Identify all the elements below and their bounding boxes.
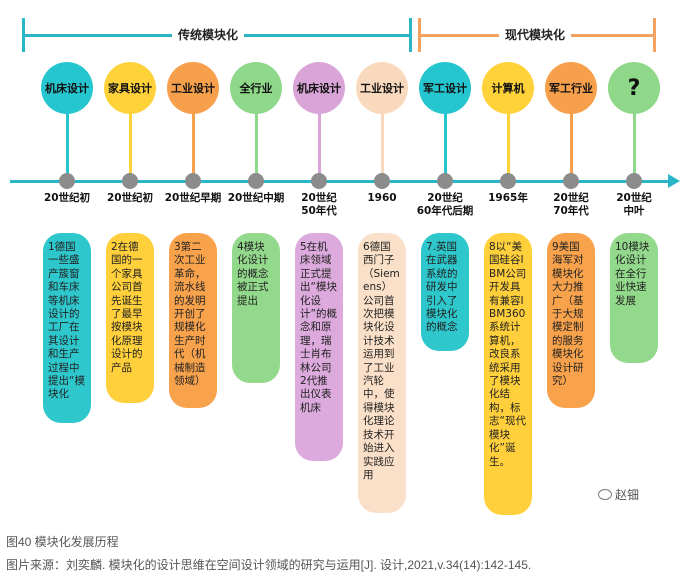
category-stem-6 bbox=[381, 114, 384, 178]
event-card-6: 6德国西门子（Siemens）公司首次把模块化设计技术运用到了工业汽轮中，使得模… bbox=[358, 233, 406, 513]
timeline-dot-7 bbox=[437, 173, 453, 189]
event-card-10: 10模块化设计在全行业快速发展 bbox=[610, 233, 658, 363]
period-label-7: 20世纪 60年代后期 bbox=[416, 192, 474, 217]
event-card-8: 8以“美国硅谷IBM公司开发具有兼容IBM360系统计算机，改良系统采用了模块化… bbox=[484, 233, 532, 515]
timeline-dot-10 bbox=[626, 173, 642, 189]
modern-era-left-tick bbox=[418, 18, 421, 52]
period-label-3: 20世纪早期 bbox=[164, 192, 222, 204]
timeline-axis bbox=[10, 180, 670, 183]
traditional-era-right-tick bbox=[409, 18, 412, 52]
timeline-dot-3 bbox=[185, 173, 201, 189]
category-bubble-3: 工业设计 bbox=[167, 62, 219, 114]
category-bubble-9: 军工行业 bbox=[545, 62, 597, 114]
timeline-dot-4 bbox=[248, 173, 264, 189]
event-card-7: 7.英国在武器系统的研发中引入了模块化的概念 bbox=[421, 233, 469, 351]
category-bubble-7: 军工设计 bbox=[419, 62, 471, 114]
timeline-dot-8 bbox=[500, 173, 516, 189]
figure-source: 图片来源：刘奕麟. 模块化的设计思维在空间设计领域的研究与运用[J]. 设计,2… bbox=[6, 558, 532, 572]
event-card-5: 5在机床领域正式提出“模块化设计”的概念和原理，瑞士肖布林公司2代推出仪表机床 bbox=[295, 233, 343, 461]
category-stem-3 bbox=[192, 114, 195, 178]
category-bubble-6: 工业设计 bbox=[356, 62, 408, 114]
timeline-dot-2 bbox=[122, 173, 138, 189]
period-label-9: 20世纪 70年代 bbox=[553, 192, 589, 217]
event-card-3: 3第二次工业革命，流水线的发明开创了规模化生产时代（机械制造领域） bbox=[169, 233, 217, 408]
category-stem-4 bbox=[255, 114, 258, 178]
category-stem-5 bbox=[318, 114, 321, 178]
period-label-5: 20世纪 50年代 bbox=[301, 192, 337, 217]
timeline-dot-6 bbox=[374, 173, 390, 189]
traditional-era-left-tick bbox=[22, 18, 25, 52]
category-bubble-2: 家具设计 bbox=[104, 62, 156, 114]
timeline-dot-5 bbox=[311, 173, 327, 189]
period-label-4: 20世纪中期 bbox=[227, 192, 285, 204]
period-label-2: 20世纪初 bbox=[106, 192, 154, 204]
traditional-era-label: 传统模块化 bbox=[171, 26, 245, 44]
timeline-dot-1 bbox=[59, 173, 75, 189]
period-label-10: 20世纪 中叶 bbox=[616, 192, 652, 217]
event-card-9: 9美国海军对模块化大力推广（基于大规模定制的服务模块化设计研究） bbox=[547, 233, 595, 408]
category-stem-8 bbox=[507, 114, 510, 178]
event-card-4: 4模块化设计的概念被正式提出 bbox=[232, 233, 280, 383]
category-bubble-1: 机床设计 bbox=[41, 62, 93, 114]
event-card-2: 2在德国的一个家具公司首先诞生了最早按模块化原理设计的产品 bbox=[106, 233, 154, 403]
category-bubble-8: 计算机 bbox=[482, 62, 534, 114]
category-stem-1 bbox=[66, 114, 69, 178]
watermark: 赵钿 bbox=[598, 486, 639, 503]
period-label-1: 20世纪初 bbox=[43, 192, 91, 204]
category-stem-2 bbox=[129, 114, 132, 178]
category-bubble-10: ? bbox=[608, 62, 660, 114]
modern-era-right-tick bbox=[653, 18, 656, 52]
timeline-arrow-icon bbox=[668, 174, 680, 188]
modern-era-label: 现代模块化 bbox=[498, 26, 572, 44]
event-card-1: 1德国一些盛产簇窗和车床等机床设计的工厂在其设计和生产过程中提出“模块化 bbox=[43, 233, 91, 423]
figure-caption: 图40 模块化发展历程 bbox=[6, 535, 119, 549]
timeline-figure: 传统模块化 现代模块化 机床设计 20世纪初 1德国一些盛产簇窗和车床等机床设计的工… bbox=[10, 18, 680, 515]
timeline-dot-9 bbox=[563, 173, 579, 189]
category-bubble-4: 全行业 bbox=[230, 62, 282, 114]
period-label-6: 1960 bbox=[367, 192, 397, 204]
period-label-8: 1965年 bbox=[488, 192, 528, 204]
category-stem-7 bbox=[444, 114, 447, 178]
category-stem-9 bbox=[570, 114, 573, 178]
watermark-text: 赵钿 bbox=[615, 488, 640, 502]
category-stem-10 bbox=[633, 114, 636, 178]
category-bubble-5: 机床设计 bbox=[293, 62, 345, 114]
wechat-icon bbox=[598, 489, 612, 500]
